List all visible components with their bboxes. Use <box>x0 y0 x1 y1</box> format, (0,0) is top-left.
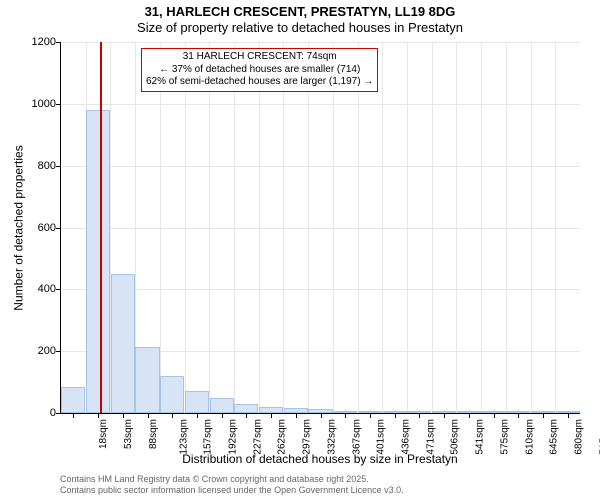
grid-line-v <box>506 42 507 413</box>
x-tick-label: 192sqm <box>228 419 239 455</box>
bar <box>61 387 85 413</box>
x-tick-label: 575sqm <box>499 419 510 455</box>
grid-line-v <box>283 42 284 413</box>
x-tick-label: 645sqm <box>549 419 560 455</box>
grid-line-v <box>234 42 235 413</box>
x-tick-label: 680sqm <box>574 419 585 455</box>
chart-container: 31, HARLECH CRESCENT, PRESTATYN, LL19 8D… <box>0 0 600 500</box>
y-tick-label: 1000 <box>16 98 56 110</box>
x-tick-label: 123sqm <box>178 419 189 455</box>
grid-line-v <box>407 42 408 413</box>
x-tick-label: 541sqm <box>475 419 486 455</box>
x-tick-label: 332sqm <box>326 419 337 455</box>
y-tick-label: 200 <box>16 345 56 357</box>
x-tick-label: 18sqm <box>98 419 109 449</box>
x-tick-label: 262sqm <box>277 419 288 455</box>
grid-line-h <box>61 166 580 167</box>
grid-line-v <box>160 42 161 413</box>
x-tick-label: 610sqm <box>524 419 535 455</box>
x-tick-label: 297sqm <box>302 419 313 455</box>
y-tick-label: 800 <box>16 160 56 172</box>
grid-line-v <box>432 42 433 413</box>
chart-title-sub: Size of property relative to detached ho… <box>0 20 600 35</box>
annotation-line3: 62% of semi-detached houses are larger (… <box>146 76 373 89</box>
grid-line-v <box>358 42 359 413</box>
grid-line-v <box>531 42 532 413</box>
bar <box>135 347 159 413</box>
grid-line-v <box>456 42 457 413</box>
annotation-line2: ← 37% of detached houses are smaller (71… <box>146 64 373 77</box>
grid-line-v <box>259 42 260 413</box>
bar <box>185 391 209 413</box>
grid-line-h <box>61 289 580 290</box>
property-marker-line <box>100 42 102 413</box>
grid-line-v <box>481 42 482 413</box>
credits: Contains HM Land Registry data © Crown c… <box>60 474 404 496</box>
annotation-box: 31 HARLECH CRESCENT: 74sqm← 37% of detac… <box>141 48 378 92</box>
chart-title-main: 31, HARLECH CRESCENT, PRESTATYN, LL19 8D… <box>0 4 600 19</box>
bar <box>111 274 135 413</box>
grid-line-v <box>185 42 186 413</box>
plot-area: 31 HARLECH CRESCENT: 74sqm← 37% of detac… <box>60 42 580 414</box>
y-tick-label: 0 <box>16 407 56 419</box>
credits-line-2: Contains public sector information licen… <box>60 485 404 496</box>
grid-line-h <box>61 104 580 105</box>
x-axis-label: Distribution of detached houses by size … <box>60 452 580 466</box>
x-tick-label: 401sqm <box>376 419 387 455</box>
x-tick-label: 436sqm <box>401 419 412 455</box>
grid-line-v <box>555 42 556 413</box>
grid-line-h <box>61 42 580 43</box>
x-tick-label: 506sqm <box>450 419 461 455</box>
x-tick-label: 53sqm <box>123 419 134 449</box>
annotation-line1: 31 HARLECH CRESCENT: 74sqm <box>146 51 373 64</box>
grid-line-v <box>308 42 309 413</box>
grid-line-v <box>382 42 383 413</box>
y-tick-label: 400 <box>16 283 56 295</box>
bar <box>86 110 110 413</box>
x-tick-label: 157sqm <box>203 419 214 455</box>
x-tick-label: 88sqm <box>148 419 159 449</box>
bar <box>234 404 258 413</box>
credits-line-1: Contains HM Land Registry data © Crown c… <box>60 474 404 485</box>
y-tick-label: 600 <box>16 222 56 234</box>
x-tick-label: 471sqm <box>425 419 436 455</box>
bar <box>160 376 184 413</box>
grid-line-v <box>209 42 210 413</box>
bar <box>210 398 234 413</box>
y-tick-label: 1200 <box>16 36 56 48</box>
x-tick-label: 227sqm <box>252 419 263 455</box>
grid-line-h <box>61 228 580 229</box>
grid-line-v <box>333 42 334 413</box>
x-tick-label: 367sqm <box>351 419 362 455</box>
